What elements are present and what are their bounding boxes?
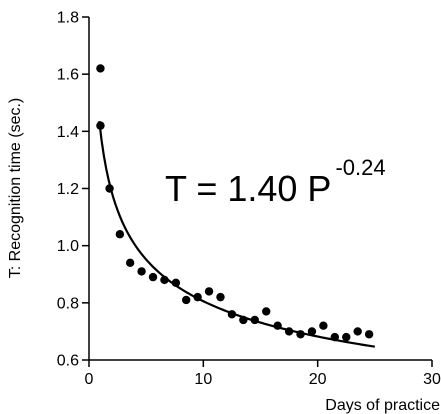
data-point [181,295,191,305]
data-point [250,315,259,325]
fit-curve [98,120,376,348]
y-tick-label: 1.4 [57,124,79,141]
data-point [105,184,114,193]
data-point [239,315,248,325]
data-point [204,287,214,296]
equation-exponent: -0.24 [335,155,385,180]
y-tick-label: 1.0 [57,238,79,255]
y-tick-label: 1.2 [57,181,79,198]
y-ticks: 0.6 0.8 1.0 1.2 1.4 1.6 1.8 [57,10,89,370]
y-tick-label: 1.6 [57,67,79,84]
data-point [227,310,237,319]
equation-base: T = 1.40 P [165,168,331,209]
data-point [342,332,351,342]
data-point [296,330,305,339]
data-point [330,332,340,342]
y-axis-title: T: Recognition time (sec.) [7,98,24,279]
x-tick-label: 20 [309,371,327,388]
data-point [125,258,135,268]
data-point [148,272,158,282]
data-point [171,278,181,288]
data-point [273,321,282,330]
equation-annotation: T = 1.40 P -0.24 [165,155,386,209]
data-point [160,275,169,285]
data-point [96,64,105,73]
y-tick-label: 1.8 [57,10,79,27]
x-tick-label: 10 [194,371,212,388]
x-tick-label: 30 [423,371,441,388]
data-point [353,327,362,336]
y-tick-label: 0.8 [57,295,79,312]
data-point [262,307,271,316]
data-point [115,230,125,239]
data-point [319,321,328,330]
y-tick-label: 0.6 [57,353,79,370]
data-point [284,327,294,336]
x-ticks: 0 10 20 30 [85,360,441,388]
data-point [216,292,225,302]
data-point [96,121,105,130]
data-point [193,292,202,302]
data-points [96,64,374,342]
data-point [307,327,317,336]
x-axis-title: Days of practice [325,397,440,414]
data-point [137,267,146,276]
data-point [364,330,374,339]
x-tick-label: 0 [85,371,94,388]
